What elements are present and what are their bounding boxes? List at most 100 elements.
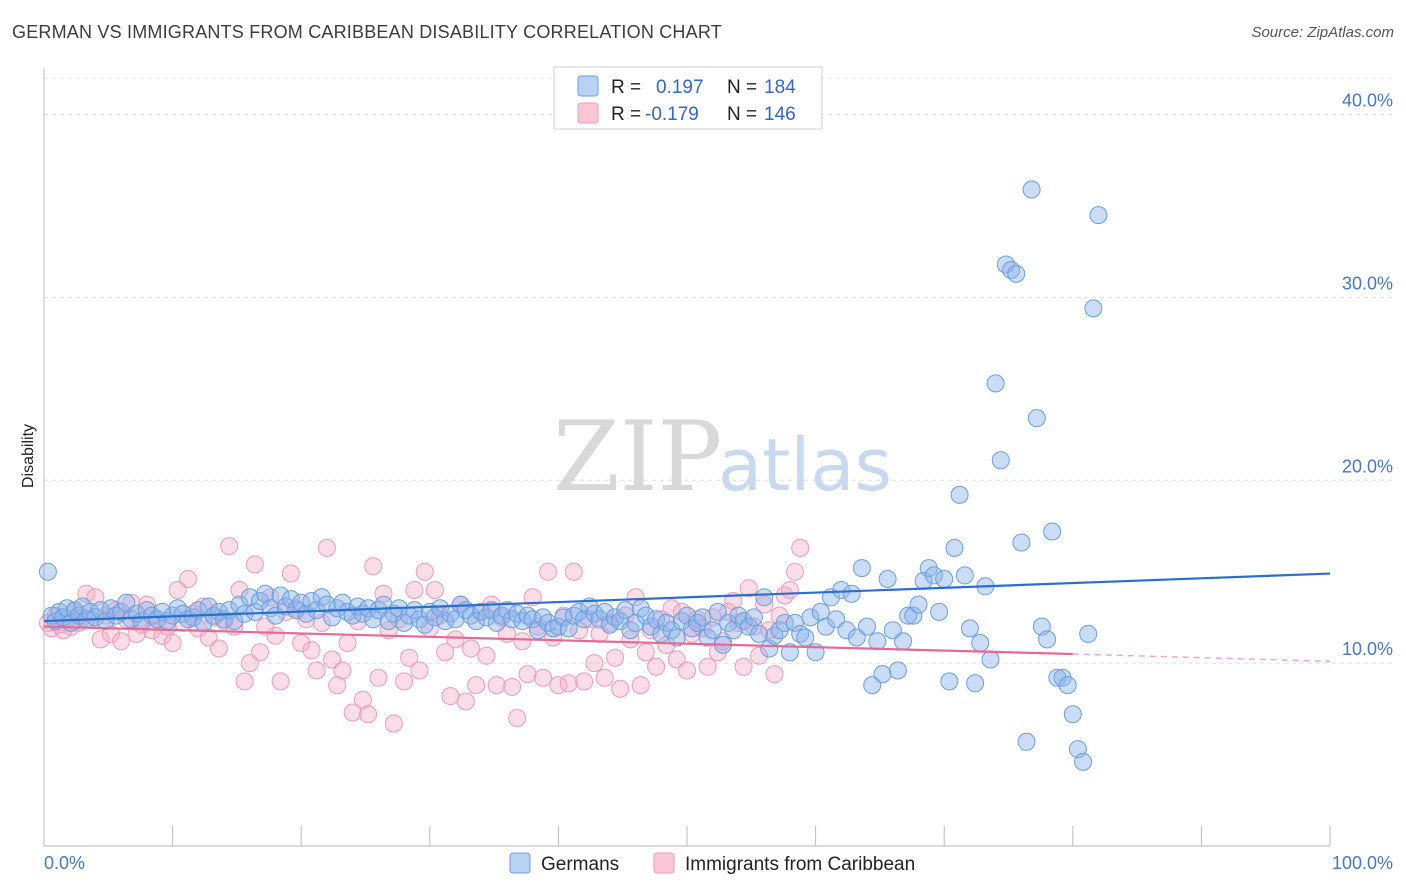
chart-title: GERMAN VS IMMIGRANTS FROM CARIBBEAN DISA… [12, 22, 722, 42]
legend-r-label-germans: R = [611, 77, 641, 98]
caribbean-trend-line [43, 625, 1073, 656]
caribbean-point [91, 630, 110, 649]
german-point [1027, 409, 1046, 428]
german-point [868, 632, 887, 651]
caribbean-point [441, 687, 460, 706]
caribbean-point [456, 692, 475, 711]
caribbean-point [323, 650, 342, 669]
german-point [744, 608, 763, 627]
german-point [940, 672, 959, 691]
legend-n-value-germans: 184 [764, 77, 796, 98]
german-point [1048, 668, 1067, 687]
german-point [616, 601, 635, 620]
caribbean-point [281, 564, 300, 583]
german-point [271, 586, 290, 605]
caribbean-point [343, 703, 362, 722]
german-point [1002, 261, 1021, 279]
caribbean-point [374, 584, 393, 603]
caribbean-point [384, 714, 403, 733]
german-point [256, 584, 275, 603]
caribbean-point [245, 555, 264, 574]
german-point [796, 628, 815, 647]
german-point [534, 608, 552, 627]
german-point [750, 624, 768, 643]
german-point [1074, 752, 1093, 771]
caribbean-point [595, 668, 614, 687]
caribbean-point [698, 657, 717, 676]
german-point [858, 617, 876, 636]
series-legend: Germans Immigrants from Caribbean [509, 852, 915, 875]
correlation-legend: R = 0.197 N = 184 R = -0.179 N = 146 [553, 66, 823, 130]
watermark-atlas: atlas [718, 423, 892, 507]
caribbean-point [251, 643, 269, 662]
caribbean-point [791, 538, 810, 557]
axes-layer [43, 68, 1331, 847]
caribbean-point [760, 621, 779, 640]
caribbean-point [359, 705, 378, 724]
german-point [467, 612, 486, 631]
bottom-legend-swatch-germans [509, 852, 531, 874]
legend-swatch-caribbean [577, 102, 599, 124]
caribbean-point [446, 630, 465, 649]
caribbean-point [672, 602, 691, 621]
german-point [960, 619, 979, 638]
caribbean-point [564, 562, 583, 581]
caribbean-point [467, 676, 486, 695]
german-point [1084, 299, 1103, 318]
caribbean-point [137, 595, 156, 614]
caribbean-point [626, 588, 645, 607]
caribbean-point [477, 646, 496, 665]
caribbean-point [364, 557, 383, 576]
german-point [703, 621, 722, 640]
german-point [112, 602, 131, 621]
caribbean-point [606, 648, 624, 667]
german-point [996, 255, 1015, 274]
caribbean-point [580, 610, 599, 629]
german-point [945, 538, 964, 557]
caribbean-point [678, 661, 696, 680]
german-point [425, 608, 444, 627]
german-point [832, 581, 851, 599]
german-point [791, 624, 810, 643]
german-trend-line [43, 572, 1331, 623]
legend-n-label-caribbean: N = [727, 104, 757, 125]
caribbean-point [271, 672, 290, 691]
caribbean-point [405, 581, 424, 599]
legend-r-label-caribbean: R = [611, 104, 641, 125]
caribbean-point [400, 648, 419, 667]
caribbean-point [189, 619, 208, 638]
german-point [930, 602, 949, 621]
caribbean-point [585, 654, 604, 673]
caribbean-point [631, 676, 650, 695]
german-point [1038, 630, 1057, 649]
caribbean-point [667, 650, 686, 669]
caribbean-point [338, 634, 357, 652]
caribbean-point [209, 639, 228, 658]
german-point [117, 593, 136, 612]
german-point [909, 595, 928, 614]
caribbean-point [636, 643, 655, 662]
german-point [498, 601, 516, 620]
caribbean-point [220, 537, 239, 556]
watermark-zip: ZIP [553, 401, 722, 513]
caribbean-point [256, 617, 275, 636]
x-tick-label-min: 0.0% [44, 853, 85, 873]
german-point [606, 608, 624, 627]
german-point [333, 593, 352, 612]
grid-layer [44, 77, 1392, 664]
german-point [1089, 206, 1108, 225]
caribbean-point [559, 674, 578, 693]
german-point [981, 650, 1000, 669]
caribbean-point [647, 657, 666, 676]
caribbean-point [534, 668, 552, 687]
caribbean-point [168, 581, 187, 599]
caribbean-point [503, 677, 522, 696]
german-point [1017, 732, 1036, 751]
caribbean-point [765, 665, 784, 684]
caribbean-point [163, 634, 182, 652]
german-point [328, 599, 347, 618]
german-point [780, 643, 799, 662]
german-point [1012, 533, 1031, 552]
german-point [852, 559, 871, 578]
